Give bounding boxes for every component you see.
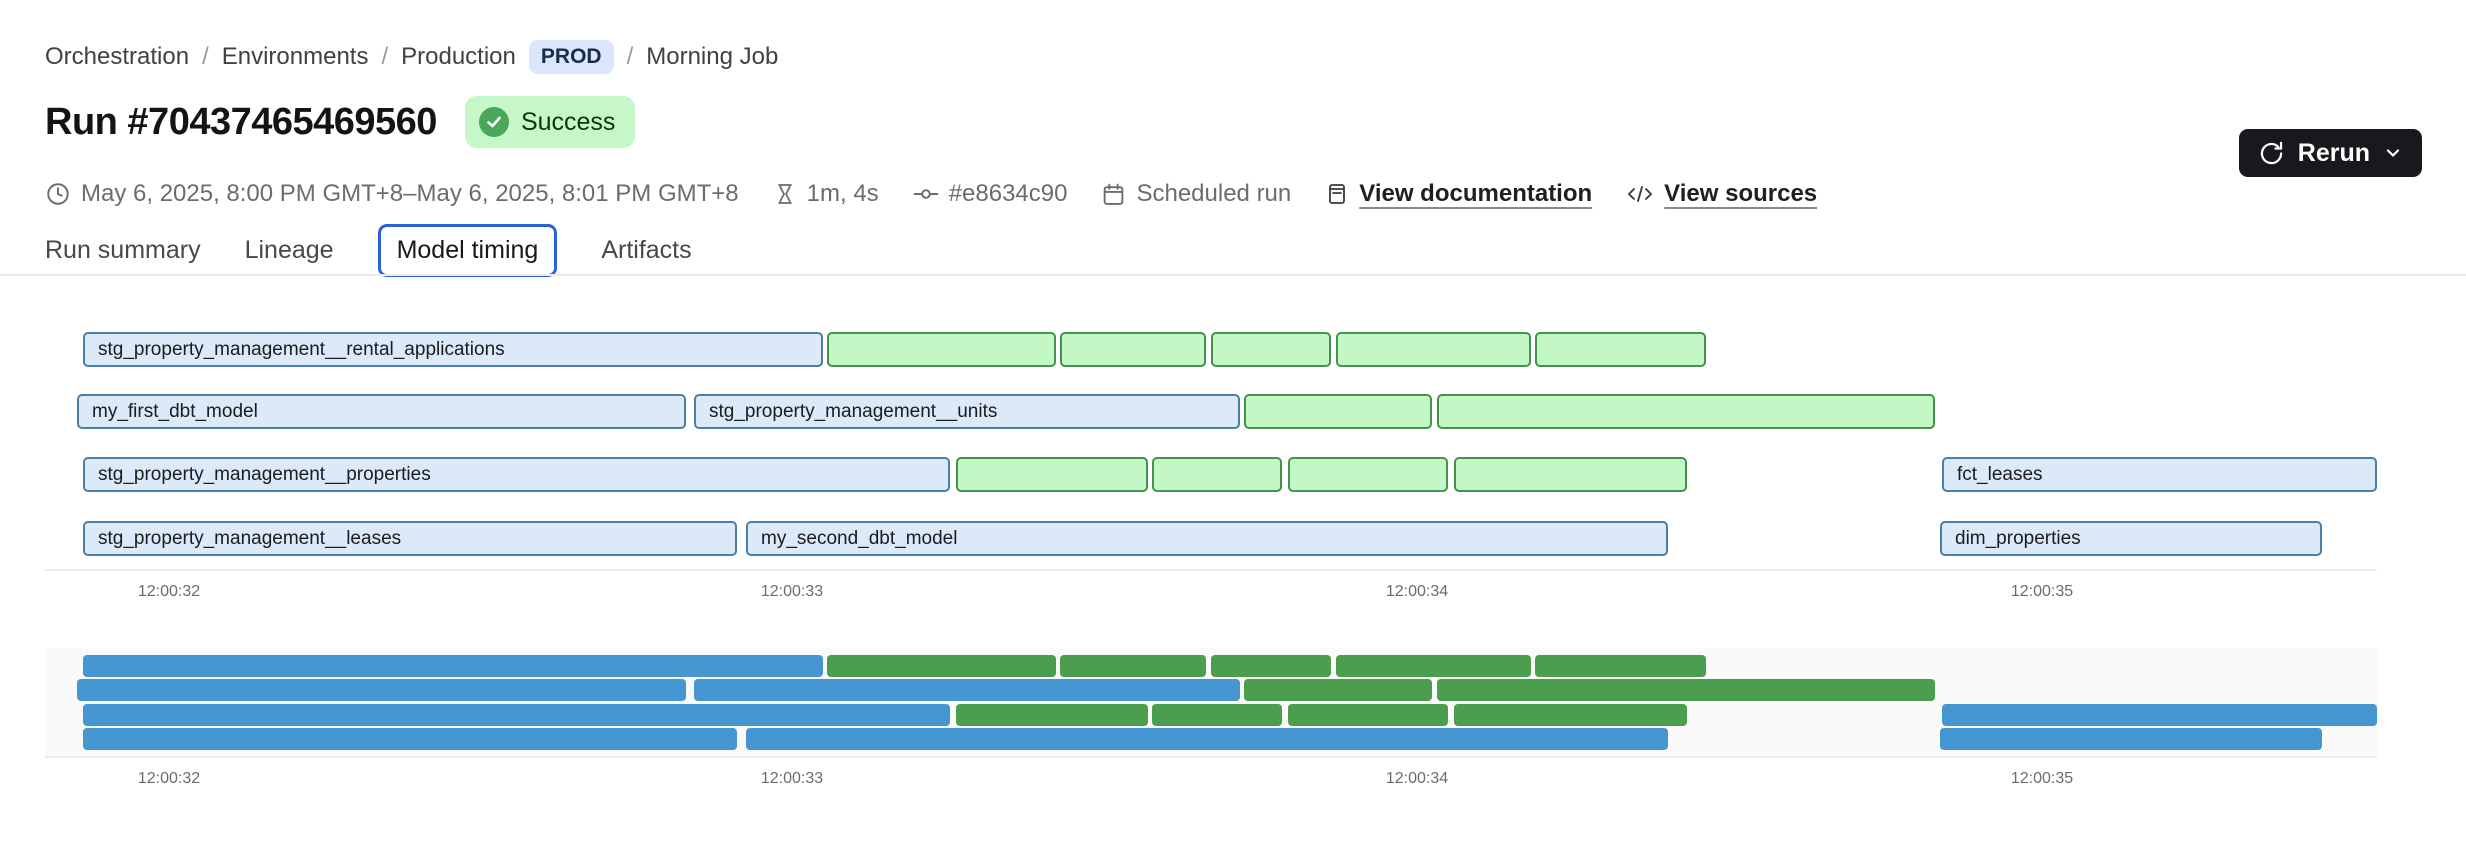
rerun-button-label: Rerun [2297, 138, 2370, 167]
minimap-bar-model [77, 679, 686, 701]
gantt-bar-other[interactable] [956, 457, 1148, 492]
success-check-icon [478, 107, 509, 137]
minimap-axis-line [45, 756, 2377, 758]
gantt-bar-other[interactable] [1244, 394, 1432, 429]
gantt-bar-other[interactable] [1437, 394, 1935, 429]
gantt-bar-model[interactable]: stg_property_management__properties [83, 457, 950, 492]
breadcrumb-item-morning-job[interactable]: Morning Job [646, 43, 779, 70]
gantt-axis-line [45, 569, 2377, 571]
gantt-bar-label: my_first_dbt_model [92, 401, 258, 422]
documentation-icon [1329, 184, 1346, 204]
run-meta-row: May 6, 2025, 8:00 PM GMT+8–May 6, 2025, … [45, 180, 1817, 208]
minimap-bar-other [956, 703, 1148, 726]
gantt-bar-model[interactable]: stg_property_management__units [694, 394, 1240, 429]
gantt-bar-label: stg_property_management__rental_applicat… [98, 339, 505, 360]
git-commit-icon [913, 189, 939, 199]
time-axis-tick: 12:00:33 [760, 770, 824, 787]
minimap-bar-model [83, 728, 737, 750]
gantt-bar-model[interactable]: stg_property_management__leases [83, 521, 737, 556]
commit-hash: #e8634c90 [913, 180, 1067, 208]
minimap-bar-model [694, 679, 1240, 701]
minimap-bar-other [1152, 703, 1282, 726]
tab-model-timing[interactable]: Model timing [377, 224, 558, 277]
tab-lineage[interactable]: Lineage [244, 236, 334, 264]
breadcrumb-item-orchestration[interactable]: Orchestration [45, 43, 190, 70]
gantt-bar-other[interactable] [1288, 457, 1448, 492]
time-axis-tick: 12:00:34 [1385, 770, 1449, 787]
minimap-bar-other [1535, 655, 1706, 677]
minimap-bar-other [1211, 655, 1331, 677]
hourglass-icon [777, 184, 792, 204]
tab-run-summary[interactable]: Run summary [45, 236, 201, 264]
time-axis-tick: 12:00:32 [137, 770, 201, 787]
minimap-bar-other [1437, 679, 1935, 701]
prod-environment-badge: PROD [528, 40, 614, 74]
breadcrumb-item-environments[interactable]: Environments [221, 43, 369, 70]
gantt-bar-other[interactable] [1211, 332, 1331, 367]
tab-artifacts[interactable]: Artifacts [601, 236, 692, 264]
minimap-bar-other [827, 655, 1056, 677]
gantt-bar-label: stg_property_management__leases [98, 528, 402, 549]
breadcrumb-separator: / [202, 43, 209, 70]
minimap-bar-other [1288, 703, 1448, 726]
gantt-bar-other[interactable] [1152, 457, 1282, 492]
run-duration: 1m, 4s [773, 180, 879, 208]
minimap-bar-other [1244, 679, 1432, 701]
minimap-bar-other [1060, 655, 1206, 677]
minimap-bar-model [1942, 703, 2377, 726]
gantt-bar-other[interactable] [1336, 332, 1531, 367]
breadcrumb: Orchestration / Environments / Productio… [45, 40, 778, 74]
status-badge-label: Success [520, 107, 616, 136]
refresh-icon [2258, 140, 2285, 167]
time-axis-tick: 12:00:32 [137, 583, 201, 600]
tab-bar: Run summary Lineage Model timing Artifac… [45, 224, 692, 277]
gantt-bar-label: dim_properties [1955, 528, 2081, 549]
gantt-bar-model[interactable]: my_first_dbt_model [77, 394, 686, 429]
gantt-bar-model[interactable]: stg_property_management__rental_applicat… [83, 332, 823, 367]
breadcrumb-separator: / [381, 43, 389, 70]
gantt-bar-model[interactable]: fct_leases [1942, 457, 2377, 492]
gantt-bar-label: stg_property_management__units [709, 401, 998, 422]
code-icon [1628, 186, 1653, 202]
gantt-bar-other[interactable] [1454, 457, 1687, 492]
gantt-bar-label: stg_property_management__properties [98, 464, 431, 485]
breadcrumb-item-production[interactable]: Production [401, 43, 516, 70]
calendar-icon [1104, 183, 1124, 205]
gantt-bar-other[interactable] [827, 332, 1056, 367]
minimap-bar-other [1454, 703, 1687, 726]
view-sources-link[interactable]: View sources [1626, 180, 1817, 208]
title-row: Run #70437465469560 Success [45, 96, 636, 148]
view-documentation-link[interactable]: View documentation [1325, 180, 1592, 208]
status-badge: Success [464, 96, 636, 148]
time-axis-tick: 12:00:33 [760, 583, 824, 600]
minimap-bar-other [1336, 655, 1531, 677]
time-axis-tick: 12:00:35 [2010, 583, 2074, 600]
breadcrumb-separator: / [626, 43, 634, 70]
tab-bar-divider [0, 274, 2466, 276]
minimap-bar-model [83, 655, 823, 677]
minimap-bar-model [1940, 728, 2322, 750]
time-axis-tick: 12:00:34 [1385, 583, 1449, 600]
run-trigger: Scheduled run [1101, 180, 1291, 208]
rerun-button[interactable]: Rerun [2238, 129, 2422, 177]
gantt-bar-other[interactable] [1535, 332, 1706, 367]
gantt-bar-model[interactable]: dim_properties [1940, 521, 2322, 556]
minimap-bar-model [746, 728, 1668, 750]
clock-icon [47, 183, 69, 205]
minimap-bar-model [83, 703, 950, 726]
gantt-bar-label: my_second_dbt_model [761, 528, 958, 549]
time-axis-tick: 12:00:35 [2010, 770, 2074, 787]
chevron-down-icon [2383, 143, 2403, 163]
gantt-bar-label: fct_leases [1957, 464, 2043, 485]
run-time-range: May 6, 2025, 8:00 PM GMT+8–May 6, 2025, … [45, 180, 739, 208]
gantt-bar-other[interactable] [1060, 332, 1206, 367]
gantt-bar-model[interactable]: my_second_dbt_model [746, 521, 1668, 556]
page-title: Run #70437465469560 [45, 100, 437, 143]
